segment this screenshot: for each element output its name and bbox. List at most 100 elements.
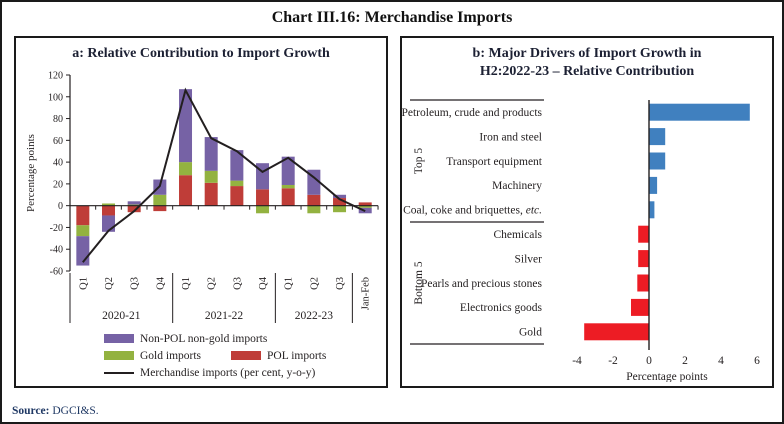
- y-axis-title: Percentage points: [25, 134, 37, 212]
- y-tick-label: 120: [48, 70, 63, 81]
- bar-pol: [307, 194, 321, 206]
- bar-gold: [204, 170, 218, 183]
- x-category-label: Q2: [104, 277, 115, 290]
- row-bar: [649, 176, 658, 194]
- y-tick-label: 20: [53, 179, 63, 190]
- group-axis-label: Top 5: [413, 148, 425, 175]
- row-bar: [638, 250, 649, 268]
- x-tick-label: 0: [646, 355, 652, 367]
- x-category-label: Q4: [155, 276, 166, 290]
- bar-pol: [333, 197, 347, 206]
- panels-row: a: Relative Contribution to Import Growt…: [14, 36, 774, 388]
- y-tick-label: 40: [53, 157, 63, 168]
- panel-b: b: Major Drivers of Import Growth in H2:…: [400, 36, 774, 388]
- year-group-label: 2020-21: [102, 310, 141, 322]
- year-group-label: 2021-22: [205, 310, 244, 322]
- legend-row-gold-pol: Gold imports POL imports: [104, 347, 386, 364]
- row-bar: [649, 103, 750, 121]
- row-label: Electronics goods: [460, 302, 543, 314]
- x-tick-label: 2: [682, 355, 688, 367]
- x-category-label: Jan-Feb: [361, 277, 372, 310]
- y-tick-label: 100: [48, 92, 63, 103]
- bar-nonpol: [230, 149, 244, 181]
- bar-nonpol: [127, 200, 141, 205]
- row-bar: [584, 323, 649, 341]
- bar-gold: [153, 194, 167, 206]
- bar-gold: [307, 205, 321, 213]
- row-label: Pearls and precious stones: [421, 278, 543, 290]
- x-tick-label: -4: [572, 355, 582, 367]
- bar-pol: [127, 205, 141, 212]
- y-tick-label: -20: [50, 222, 63, 233]
- x-category-label: Q1: [284, 277, 295, 290]
- x-category-label: Q3: [335, 277, 346, 290]
- group-axis-label: Bottom 5: [413, 261, 425, 304]
- bar-gold: [102, 202, 116, 206]
- row-bar: [631, 298, 649, 316]
- x-category-label: Q2: [309, 277, 320, 290]
- x-category-label: Q4: [258, 276, 269, 290]
- row-bar: [649, 152, 666, 170]
- pol-swatch: [231, 351, 262, 360]
- x-category-label: Q1: [78, 277, 89, 290]
- bar-pol: [76, 205, 90, 225]
- bar-pol: [179, 174, 193, 206]
- gold-swatch: [104, 351, 134, 360]
- bar-gold: [333, 205, 347, 212]
- panel-b-chart: Petroleum, crude and products Iron and st…: [402, 99, 760, 382]
- x-tick-label: 4: [718, 355, 724, 367]
- y-tick-label: 60: [53, 135, 63, 146]
- panel-b-title-line1: b: Major Drivers of Import Growth in: [472, 46, 702, 61]
- figure-title: Chart III.16: Merchandise Imports: [271, 9, 513, 26]
- bar-gold: [358, 205, 372, 208]
- legend-row-line: Merchandise imports (per cent, y-o-y): [104, 364, 386, 381]
- y-tick-label: -40: [50, 244, 63, 255]
- x-tick-label: -2: [608, 355, 618, 367]
- y-tick-label: 0: [58, 201, 63, 212]
- bar-nonpol: [204, 136, 218, 171]
- bar-gold: [281, 184, 295, 188]
- row-label: Gold: [519, 327, 542, 339]
- source-note: Source: DGCI&S.: [12, 405, 99, 417]
- bar-pol: [204, 182, 218, 206]
- bar-pol: [281, 187, 295, 206]
- row-label: Coal, coke and briquettes, etc.: [403, 205, 542, 217]
- panel-a-title: a: Relative Contribution to Import Growt…: [72, 46, 330, 61]
- row-label: Chemicals: [493, 229, 542, 241]
- row-label: Petroleum, crude and products: [402, 107, 543, 119]
- bar-gold: [179, 161, 193, 175]
- bar-pol: [102, 205, 116, 215]
- panel-a-chart: -60 -40 -20 0 20 40 60 80 100 120 Percentage point…: [25, 70, 379, 323]
- panel-b-title-line2: H2:2022-23 – Relative Contribution: [479, 63, 695, 79]
- bar-nonpol: [281, 156, 295, 185]
- y-tick-label: -60: [50, 266, 63, 277]
- row-label: Iron and steel: [479, 131, 542, 143]
- source-value: DGCI&S.: [49, 405, 99, 417]
- bar-gold: [256, 205, 270, 213]
- nonpol-legend-label: Non-POL non-gold imports: [140, 332, 268, 345]
- bar-nonpol: [179, 88, 193, 162]
- panel-a-legend: Non-POL non-gold imports Gold imports PO…: [16, 330, 386, 381]
- merchandise-imports-line: [82, 86, 366, 263]
- bar-nonpol: [333, 194, 347, 198]
- bar-pol: [358, 201, 372, 206]
- bar-pol: [256, 188, 270, 206]
- row-label: Transport equipment: [446, 156, 543, 168]
- bar-gold: [230, 180, 244, 186]
- x-tick-label: 6: [754, 355, 760, 367]
- x-axis-title: Percentage points: [626, 371, 708, 382]
- year-group-label: 2022-23: [295, 310, 334, 322]
- gold-legend-label: Gold imports: [140, 349, 202, 362]
- row-label: Machinery: [492, 180, 542, 192]
- bar-nonpol: [102, 214, 116, 232]
- y-tick-label: 80: [53, 114, 63, 125]
- row-bar: [637, 274, 649, 292]
- row-bar: [638, 225, 649, 243]
- panel-b-title: b: Major Drivers of Import Growth in H2:…: [402, 45, 772, 80]
- x-category-label: Q1: [181, 277, 192, 290]
- line-swatch: [104, 371, 134, 374]
- row-label: Silver: [515, 253, 543, 265]
- source-label: Source:: [12, 405, 50, 417]
- x-category-label: Q3: [232, 277, 243, 290]
